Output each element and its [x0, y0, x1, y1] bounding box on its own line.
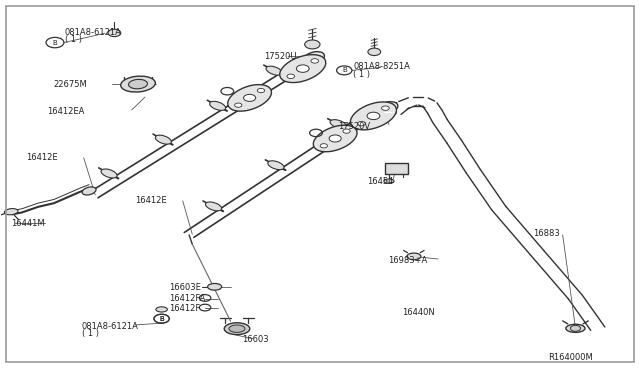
- Ellipse shape: [266, 66, 282, 75]
- Circle shape: [305, 40, 320, 49]
- Text: 16412F: 16412F: [169, 304, 200, 313]
- Text: 16441M: 16441M: [11, 219, 45, 228]
- Ellipse shape: [210, 101, 226, 110]
- Circle shape: [311, 59, 319, 63]
- Ellipse shape: [330, 120, 346, 129]
- Ellipse shape: [82, 187, 96, 195]
- Circle shape: [329, 135, 341, 142]
- Circle shape: [296, 65, 309, 72]
- Text: 16603: 16603: [242, 335, 269, 344]
- Text: R164000M: R164000M: [548, 353, 593, 362]
- Text: 22675M: 22675M: [53, 80, 87, 89]
- Text: 16412FA: 16412FA: [169, 294, 205, 303]
- Circle shape: [368, 48, 381, 55]
- Ellipse shape: [268, 161, 284, 170]
- Ellipse shape: [101, 169, 117, 178]
- Ellipse shape: [384, 179, 394, 183]
- Circle shape: [108, 29, 121, 37]
- Circle shape: [367, 112, 380, 119]
- Text: 16412EA: 16412EA: [47, 108, 84, 116]
- Ellipse shape: [224, 323, 250, 335]
- Text: 16412E: 16412E: [135, 196, 166, 205]
- Text: 16883: 16883: [532, 229, 559, 238]
- Ellipse shape: [376, 102, 398, 115]
- Bar: [385, 163, 408, 174]
- Ellipse shape: [407, 253, 421, 260]
- Ellipse shape: [229, 325, 245, 333]
- Ellipse shape: [303, 52, 324, 65]
- Circle shape: [343, 129, 350, 133]
- Text: ( 1 ): ( 1 ): [82, 329, 99, 338]
- Ellipse shape: [351, 102, 396, 130]
- Ellipse shape: [205, 202, 221, 211]
- Text: 081A8-6121A: 081A8-6121A: [82, 321, 139, 331]
- Ellipse shape: [566, 324, 585, 333]
- Circle shape: [570, 326, 580, 331]
- Text: B: B: [342, 67, 347, 73]
- Text: 17520U: 17520U: [264, 52, 297, 61]
- Ellipse shape: [280, 55, 326, 83]
- Text: 081A8-8251A: 081A8-8251A: [353, 62, 410, 71]
- Circle shape: [235, 103, 242, 107]
- Circle shape: [320, 144, 328, 148]
- Circle shape: [381, 106, 389, 110]
- Text: 16412E: 16412E: [26, 153, 58, 161]
- Ellipse shape: [121, 76, 156, 92]
- Ellipse shape: [207, 283, 221, 290]
- Text: 16440N: 16440N: [402, 308, 435, 317]
- Text: 16603E: 16603E: [169, 283, 200, 292]
- Ellipse shape: [314, 125, 357, 152]
- Circle shape: [287, 74, 294, 78]
- Ellipse shape: [228, 84, 271, 111]
- Ellipse shape: [156, 135, 172, 144]
- Circle shape: [358, 121, 365, 126]
- Text: B: B: [159, 316, 164, 322]
- Ellipse shape: [129, 79, 147, 89]
- Ellipse shape: [4, 209, 18, 215]
- Text: 081A8-6121A: 081A8-6121A: [65, 28, 122, 37]
- Ellipse shape: [156, 307, 168, 312]
- Circle shape: [244, 94, 256, 102]
- Text: B: B: [52, 39, 58, 46]
- Text: 16454: 16454: [367, 177, 393, 186]
- Text: 17520V: 17520V: [338, 122, 370, 131]
- Text: B: B: [159, 316, 164, 322]
- Text: ( 1 ): ( 1 ): [65, 35, 81, 44]
- Text: ( 1 ): ( 1 ): [353, 70, 370, 78]
- Circle shape: [257, 89, 264, 93]
- Text: 16983+A: 16983+A: [388, 256, 428, 264]
